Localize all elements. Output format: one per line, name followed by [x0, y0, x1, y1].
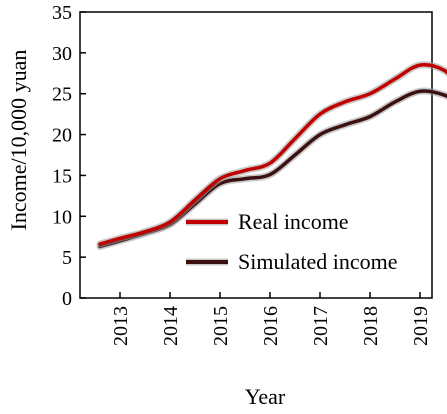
x-tick-label: 2016 — [260, 306, 282, 346]
y-tick-label: 25 — [52, 84, 72, 106]
y-tick-label: 15 — [52, 165, 72, 187]
y-tick-label: 30 — [52, 43, 72, 65]
series-line-real-income — [98, 63, 447, 246]
x-tick-label: 2018 — [360, 306, 382, 346]
y-tick-label: 0 — [62, 288, 72, 310]
x-tick-label: 2015 — [210, 306, 232, 346]
x-axis-title: Year — [245, 384, 286, 409]
y-tick-label: 35 — [52, 2, 72, 24]
x-tick-label: 2019 — [410, 306, 432, 346]
legend-label: Simulated income — [238, 249, 397, 274]
y-tick-label: 10 — [52, 206, 72, 228]
x-tick-label: 2013 — [110, 306, 132, 346]
x-tick-label: 2014 — [160, 306, 182, 346]
plot-area: 0 5 10 15 20 25 30 35 2013 2014 2015 2016 2017 2018 20… — [52, 2, 447, 346]
x-tick-label: 2017 — [310, 306, 332, 346]
legend-label: Real income — [238, 209, 349, 234]
plot-frame — [79, 11, 433, 299]
y-axis-title: Income/10,000 yuan — [6, 50, 31, 231]
y-tick-label: 20 — [52, 125, 72, 147]
y-tick-label: 5 — [62, 247, 72, 269]
